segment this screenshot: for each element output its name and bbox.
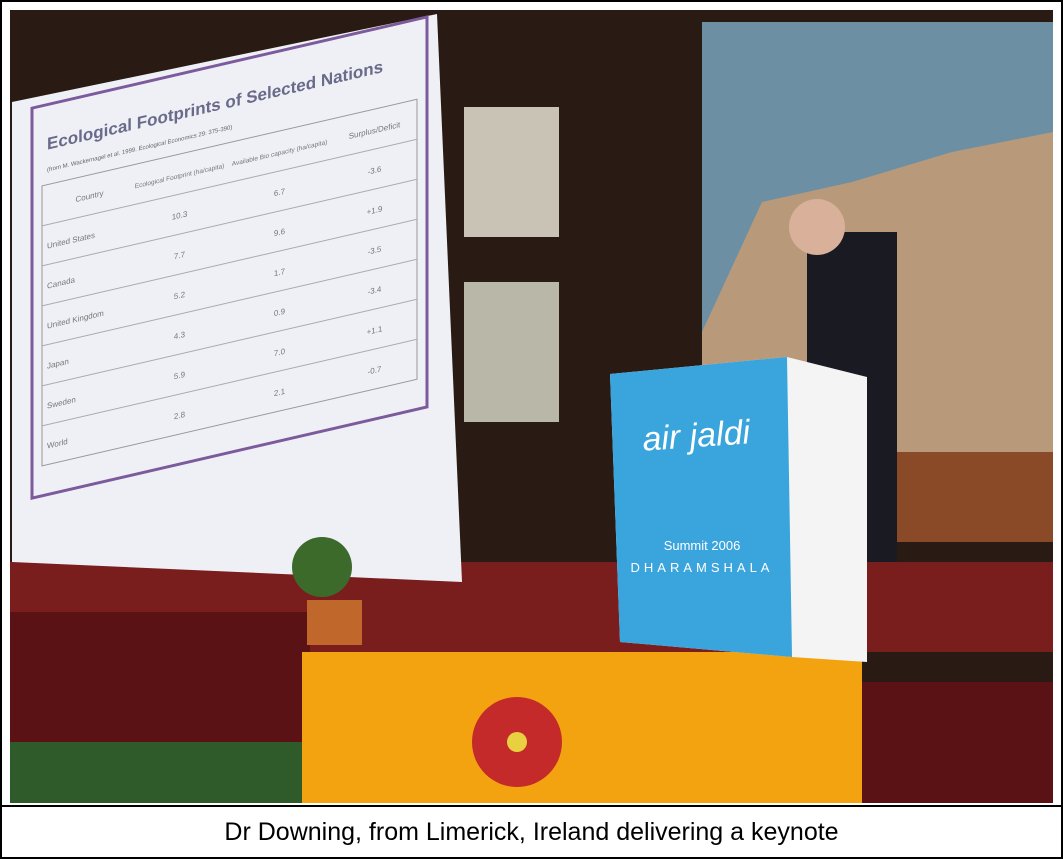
- page: Ecological Footprints of Selected Nation…: [0, 0, 1063, 859]
- thangka: [464, 107, 559, 237]
- podium-event: Summit 2006: [664, 538, 741, 553]
- stage-banner: [302, 652, 862, 803]
- floor: [10, 742, 302, 803]
- speaker-head: [789, 199, 845, 255]
- stage-front: [862, 682, 1053, 803]
- podium-place: DHARAMSHALA: [631, 560, 774, 575]
- plant-pot: [307, 600, 362, 645]
- flower-center: [507, 732, 527, 752]
- backdrop-wall: [872, 452, 1053, 542]
- plant: [292, 537, 352, 597]
- podium-front: [610, 357, 792, 657]
- caption: Dr Downing, from Limerick, Ireland deliv…: [2, 805, 1061, 857]
- thangka: [464, 282, 559, 422]
- photo: Ecological Footprints of Selected Nation…: [2, 2, 1061, 803]
- podium-brand: air jaldi: [641, 413, 753, 459]
